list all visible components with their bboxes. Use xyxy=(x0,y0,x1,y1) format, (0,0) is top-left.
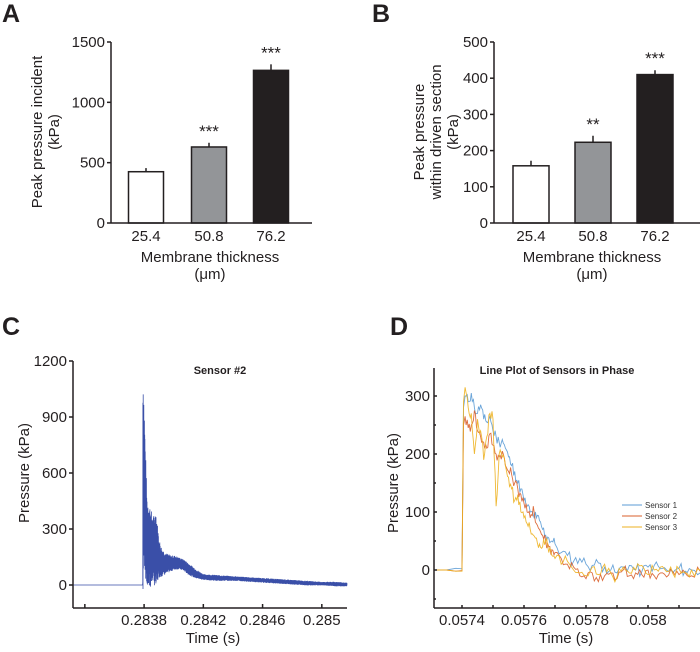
chart-a: *** *** 0 500 1000 1500 25.4 50.8 76.2 Membrane… xyxy=(29,34,312,283)
y-axis-label-a-line1: Peak pressure incident xyxy=(29,55,46,208)
trace-c xyxy=(73,394,348,590)
axes-c xyxy=(72,361,347,609)
chart-c: 0 300 600 900 1200 0.2838 0.2842 0.2846 0.285 Se… xyxy=(16,353,348,647)
axes-d xyxy=(433,368,700,609)
bar-76.2 xyxy=(636,73,674,224)
traces-d xyxy=(434,387,700,583)
x-tick-label: 0.2846 xyxy=(240,612,286,629)
y-tick-label: 0 xyxy=(480,215,488,232)
y-tick-label: 200 xyxy=(405,446,430,463)
x-tick-label: 0.0574 xyxy=(439,612,485,629)
bars-a: *** *** xyxy=(127,43,290,224)
trace-line-sensor-3 xyxy=(434,387,700,583)
y-tick-label: 300 xyxy=(463,106,488,123)
y-tick-label: 0 xyxy=(97,215,105,232)
y-tick-label: 400 xyxy=(463,70,488,87)
x-tick-label: 76.2 xyxy=(256,228,285,245)
x-tick-label: 0.0576 xyxy=(501,612,547,629)
ticks-d: 0 100 200 300 0.0574 0.0576 0.0578 0.058 xyxy=(405,388,680,629)
y-axis-label-a-line2: (kPa) xyxy=(46,114,63,150)
y-tick-label: 600 xyxy=(42,465,67,482)
x-tick-label: 50.8 xyxy=(578,228,607,245)
y-axis-label-b-line1: Peak pressure xyxy=(411,84,428,181)
y-tick-label: 100 xyxy=(405,504,430,521)
axes-a xyxy=(110,42,312,224)
trace-line-sensor-2 xyxy=(73,394,348,590)
y-tick-label: 300 xyxy=(405,388,430,405)
x-axis-label-c: Time (s) xyxy=(186,630,240,647)
trace-line-sensor-1 xyxy=(434,393,700,578)
panel-label-a: A xyxy=(2,0,20,28)
x-tick-label: 0.2842 xyxy=(180,612,226,629)
y-axis-label-b-line3: (kPa) xyxy=(445,114,462,150)
y-tick-label: 0 xyxy=(422,562,430,579)
bar-76.2 xyxy=(252,69,290,224)
legend-label: Sensor 2 xyxy=(645,512,678,521)
bar-25.4 xyxy=(512,165,550,224)
bar-50.8 xyxy=(574,141,612,224)
axes-b xyxy=(493,42,700,224)
x-tick-label: 25.4 xyxy=(131,228,160,245)
y-axis-label-c: Pressure (kPa) xyxy=(16,423,33,523)
x-axis-label-a: Membrane thickness xyxy=(141,249,279,266)
y-tick-label: 1000 xyxy=(72,94,105,111)
significance-marker: ** xyxy=(586,115,600,134)
bar-50.8 xyxy=(190,146,228,224)
y-tick-label: 0 xyxy=(59,577,67,594)
y-axis-label-d: Pressure (kPa) xyxy=(385,433,402,533)
legend-d: Sensor 1 Sensor 2 Sensor 3 xyxy=(622,501,678,532)
significance-marker: *** xyxy=(199,122,219,141)
plot-title-c: Sensor #2 xyxy=(194,365,247,377)
x-tick-label: 76.2 xyxy=(640,228,669,245)
legend-label: Sensor 3 xyxy=(645,523,678,532)
x-tick-label: 50.8 xyxy=(194,228,223,245)
panel-label-c: C xyxy=(2,313,20,341)
y-axis-label-b-line2: within driven section xyxy=(428,64,445,200)
y-tick-label: 300 xyxy=(42,521,67,538)
y-tick-label: 100 xyxy=(463,179,488,196)
panel-label-d: D xyxy=(390,313,408,341)
x-axis-label-d: Time (s) xyxy=(539,630,593,647)
x-tick-label: 25.4 xyxy=(516,228,545,245)
x-tick-label: 0.2838 xyxy=(121,612,167,629)
bars-b: ***** xyxy=(512,49,674,224)
significance-marker: *** xyxy=(261,43,281,62)
y-tick-label: 200 xyxy=(463,143,488,160)
x-axis-unit-b: (μm) xyxy=(576,266,607,283)
legend-label: Sensor 1 xyxy=(645,501,678,510)
y-tick-label: 900 xyxy=(42,409,67,426)
x-tick-label: 0.058 xyxy=(629,612,667,629)
ticks-c: 0 300 600 900 1200 0.2838 0.2842 0.2846 0.285 xyxy=(34,353,341,629)
plot-title-d: Line Plot of Sensors in Phase xyxy=(480,365,635,377)
significance-marker: *** xyxy=(645,49,665,68)
ticks-b: 0 100 200 300 400 500 25.4 50.8 76.2 xyxy=(463,34,670,245)
y-tick-label: 1200 xyxy=(34,353,67,370)
y-tick-label: 1500 xyxy=(72,34,105,51)
panel-label-b: B xyxy=(372,0,390,28)
x-tick-label: 0.0578 xyxy=(563,612,609,629)
trace-line-sensor-2 xyxy=(434,410,700,583)
bar-25.4 xyxy=(127,170,165,224)
chart-d: 0 100 200 300 0.0574 0.0576 0.0578 0.058 Sensor… xyxy=(385,365,700,647)
x-axis-unit-a: (μm) xyxy=(194,266,225,283)
y-tick-label: 500 xyxy=(463,34,488,51)
ticks-a: 0 500 1000 1500 25.4 50.8 76.2 xyxy=(72,34,286,245)
x-axis-label-b: Membrane thickness xyxy=(523,249,661,266)
y-tick-label: 500 xyxy=(80,155,105,172)
x-tick-label: 0.285 xyxy=(303,612,341,629)
